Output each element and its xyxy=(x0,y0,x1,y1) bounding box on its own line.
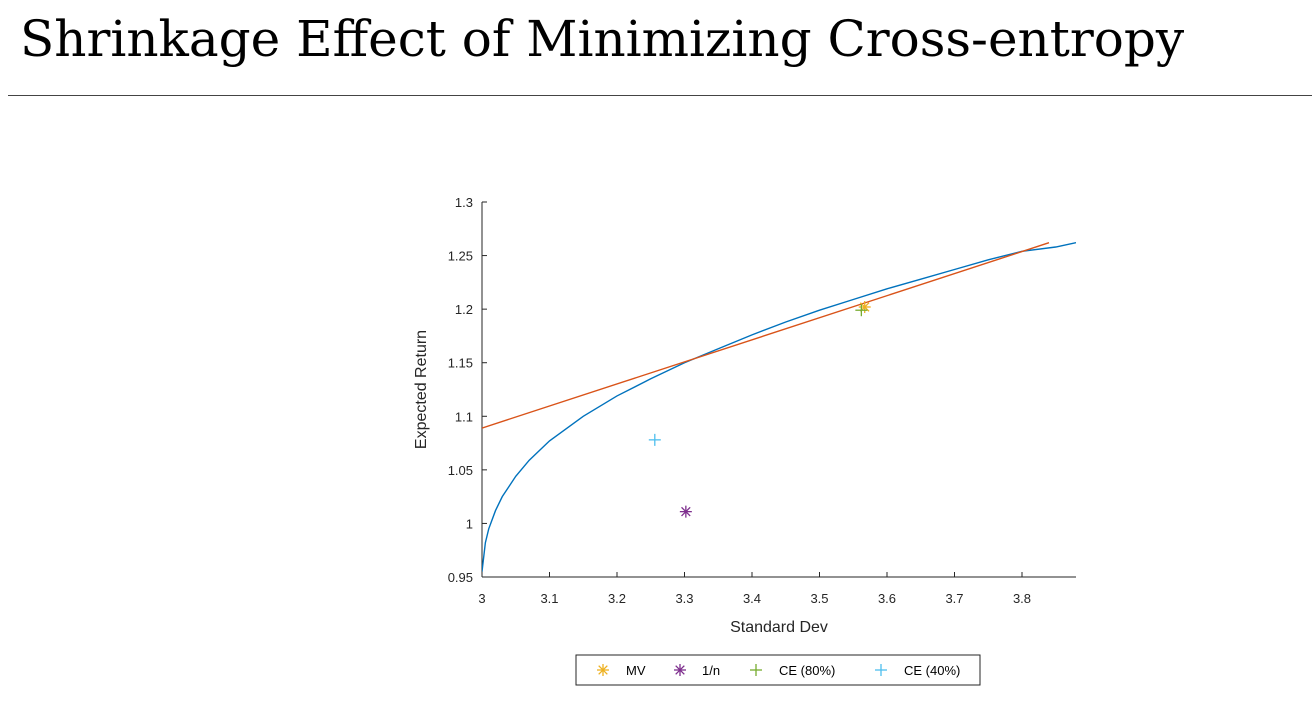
marker-ce-40 xyxy=(648,433,661,446)
legend-marker xyxy=(674,664,686,676)
y-tick-label: 1.3 xyxy=(455,195,473,210)
legend-label: CE (80%) xyxy=(779,663,835,678)
y-tick-label: 1.1 xyxy=(455,409,473,424)
y-tick-label: 1.2 xyxy=(455,302,473,317)
legend-marker xyxy=(597,664,609,676)
y-tick-label: 1.15 xyxy=(448,356,473,371)
legend-label: 1/n xyxy=(702,663,720,678)
marker-1-n-stroke-d2 xyxy=(681,506,691,517)
y-tick-label: 0.95 xyxy=(448,570,473,585)
legend-marker-stroke-d2 xyxy=(598,665,608,675)
marker-ce-80 xyxy=(855,304,868,317)
tangent-line xyxy=(482,242,1050,429)
y-tick-label: 1.05 xyxy=(448,463,473,478)
x-tick-label: 3 xyxy=(478,591,485,606)
legend: MV 1/n CE (80%) CE (40%) xyxy=(575,654,981,686)
y-tick-label: 1 xyxy=(466,516,473,531)
x-tick-label: 3.8 xyxy=(1013,591,1031,606)
legend-entry: 1/n xyxy=(674,663,720,678)
x-tick-label: 3.6 xyxy=(878,591,896,606)
legend-entry: CE (40%) xyxy=(875,663,960,678)
y-axis-label: Expected Return xyxy=(413,330,430,449)
slide-title: Shrinkage Effect of Minimizing Cross-ent… xyxy=(20,10,1185,68)
legend-marker xyxy=(875,664,887,676)
x-tick-label: 3.7 xyxy=(945,591,963,606)
legend-marker xyxy=(750,664,762,676)
x-tick-label: 3.4 xyxy=(743,591,761,606)
legend-label: CE (40%) xyxy=(904,663,960,678)
x-tick-label: 3.5 xyxy=(810,591,828,606)
legend-entry: CE (80%) xyxy=(750,663,835,678)
marker-1-n xyxy=(679,505,692,518)
marker-mv xyxy=(858,301,871,313)
legend-marker-stroke-d2 xyxy=(675,665,685,675)
legend-label: MV xyxy=(626,663,646,678)
x-axis-label: Standard Dev xyxy=(730,619,828,636)
y-tick-label: 1.25 xyxy=(448,249,473,264)
legend-box xyxy=(575,654,981,686)
x-tick-label: 3.1 xyxy=(540,591,558,606)
x-tick-label: 3.3 xyxy=(675,591,693,606)
efficient-frontier-line xyxy=(482,242,1076,572)
legend-entry: MV xyxy=(597,663,646,678)
x-tick-label: 3.2 xyxy=(608,591,626,606)
title-divider xyxy=(8,95,1312,96)
